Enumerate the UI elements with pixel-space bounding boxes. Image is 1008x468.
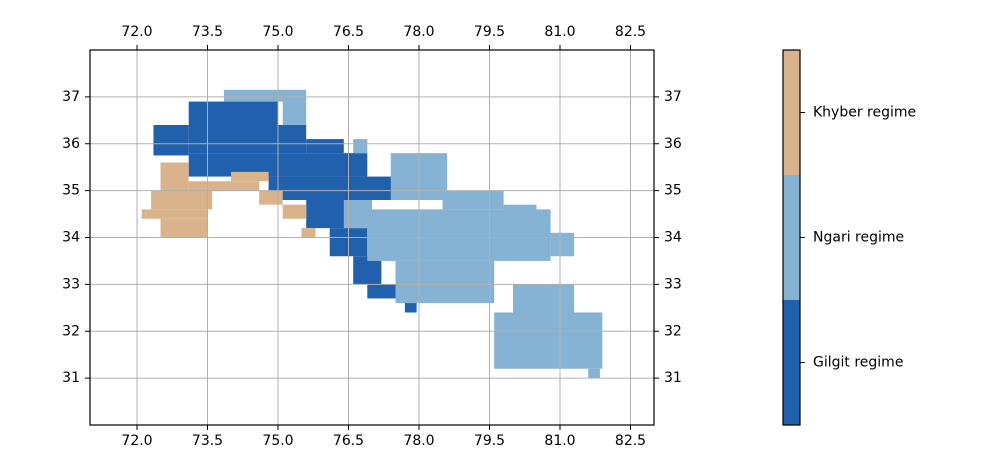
y-tick-label-right: 31 — [664, 370, 682, 386]
y-tick-label-right: 37 — [664, 89, 682, 105]
x-tick-label-top: 81.0 — [544, 24, 575, 40]
region-cell — [282, 204, 307, 219]
region-cell — [223, 89, 307, 102]
x-tick-label-top: 79.5 — [474, 24, 505, 40]
plot-frame — [89, 49, 655, 426]
region-cell — [282, 101, 307, 125]
region-cell — [153, 125, 189, 156]
region-cell — [395, 260, 495, 304]
colorbar-swatch — [783, 300, 800, 425]
colorbar-label: Ngari regime — [813, 230, 904, 246]
colorbar-swatch — [783, 175, 800, 300]
y-tick-label: 37 — [62, 89, 80, 105]
region-cell — [503, 204, 537, 215]
x-tick-label: 82.5 — [615, 433, 646, 449]
colorbar-frame — [782, 49, 801, 426]
region-cell — [160, 162, 189, 191]
region-cell — [367, 284, 396, 299]
region-cell — [306, 200, 349, 229]
y-tick-label: 33 — [62, 276, 80, 292]
region-cell — [141, 209, 208, 219]
region-cell — [404, 298, 417, 313]
x-tick-label: 75.0 — [262, 433, 293, 449]
x-tick-label: 73.5 — [192, 433, 223, 449]
x-tick-label-top: 76.5 — [333, 24, 364, 40]
region-cell — [188, 101, 278, 154]
region-cell — [494, 312, 603, 369]
x-tick-label: 79.5 — [474, 433, 505, 449]
region-cell — [306, 139, 344, 154]
x-tick-label: 72.0 — [121, 433, 152, 449]
x-tick-label-top: 82.5 — [615, 24, 646, 40]
y-tick-label-right: 32 — [664, 323, 682, 339]
colorbar-label: Gilgit regime — [813, 355, 903, 371]
region-cell — [188, 181, 260, 191]
region-cell — [268, 176, 401, 200]
y-tick-label: 34 — [62, 230, 80, 246]
region-cell — [550, 232, 575, 257]
y-tick-label-right: 35 — [664, 183, 682, 199]
y-tick-label-right: 36 — [664, 136, 682, 152]
region-cell — [588, 368, 600, 379]
colorbar-label: Khyber regime — [813, 105, 916, 121]
region-cell — [151, 190, 213, 210]
region-cell — [442, 190, 504, 210]
x-tick-label-top: 73.5 — [192, 24, 223, 40]
x-tick-label-top: 78.0 — [403, 24, 434, 40]
y-tick-label: 35 — [62, 183, 80, 199]
x-tick-label: 76.5 — [333, 433, 364, 449]
region-cell — [259, 190, 283, 205]
region-cell — [278, 125, 307, 154]
x-tick-label-top: 72.0 — [121, 24, 152, 40]
colorbar-swatch — [783, 50, 800, 175]
y-tick-label: 31 — [62, 370, 80, 386]
region-cell — [513, 284, 575, 313]
y-tick-label: 36 — [62, 136, 80, 152]
region-cell — [160, 218, 208, 238]
x-tick-label: 81.0 — [544, 433, 575, 449]
region-cell — [301, 228, 316, 238]
x-tick-label: 78.0 — [403, 433, 434, 449]
y-tick-label-right: 33 — [664, 276, 682, 292]
x-tick-label-top: 75.0 — [262, 24, 293, 40]
region-cell — [367, 209, 551, 261]
region-cell — [231, 171, 269, 182]
y-tick-label-right: 34 — [664, 230, 682, 246]
y-tick-label: 32 — [62, 323, 80, 339]
region-cell — [353, 139, 368, 154]
